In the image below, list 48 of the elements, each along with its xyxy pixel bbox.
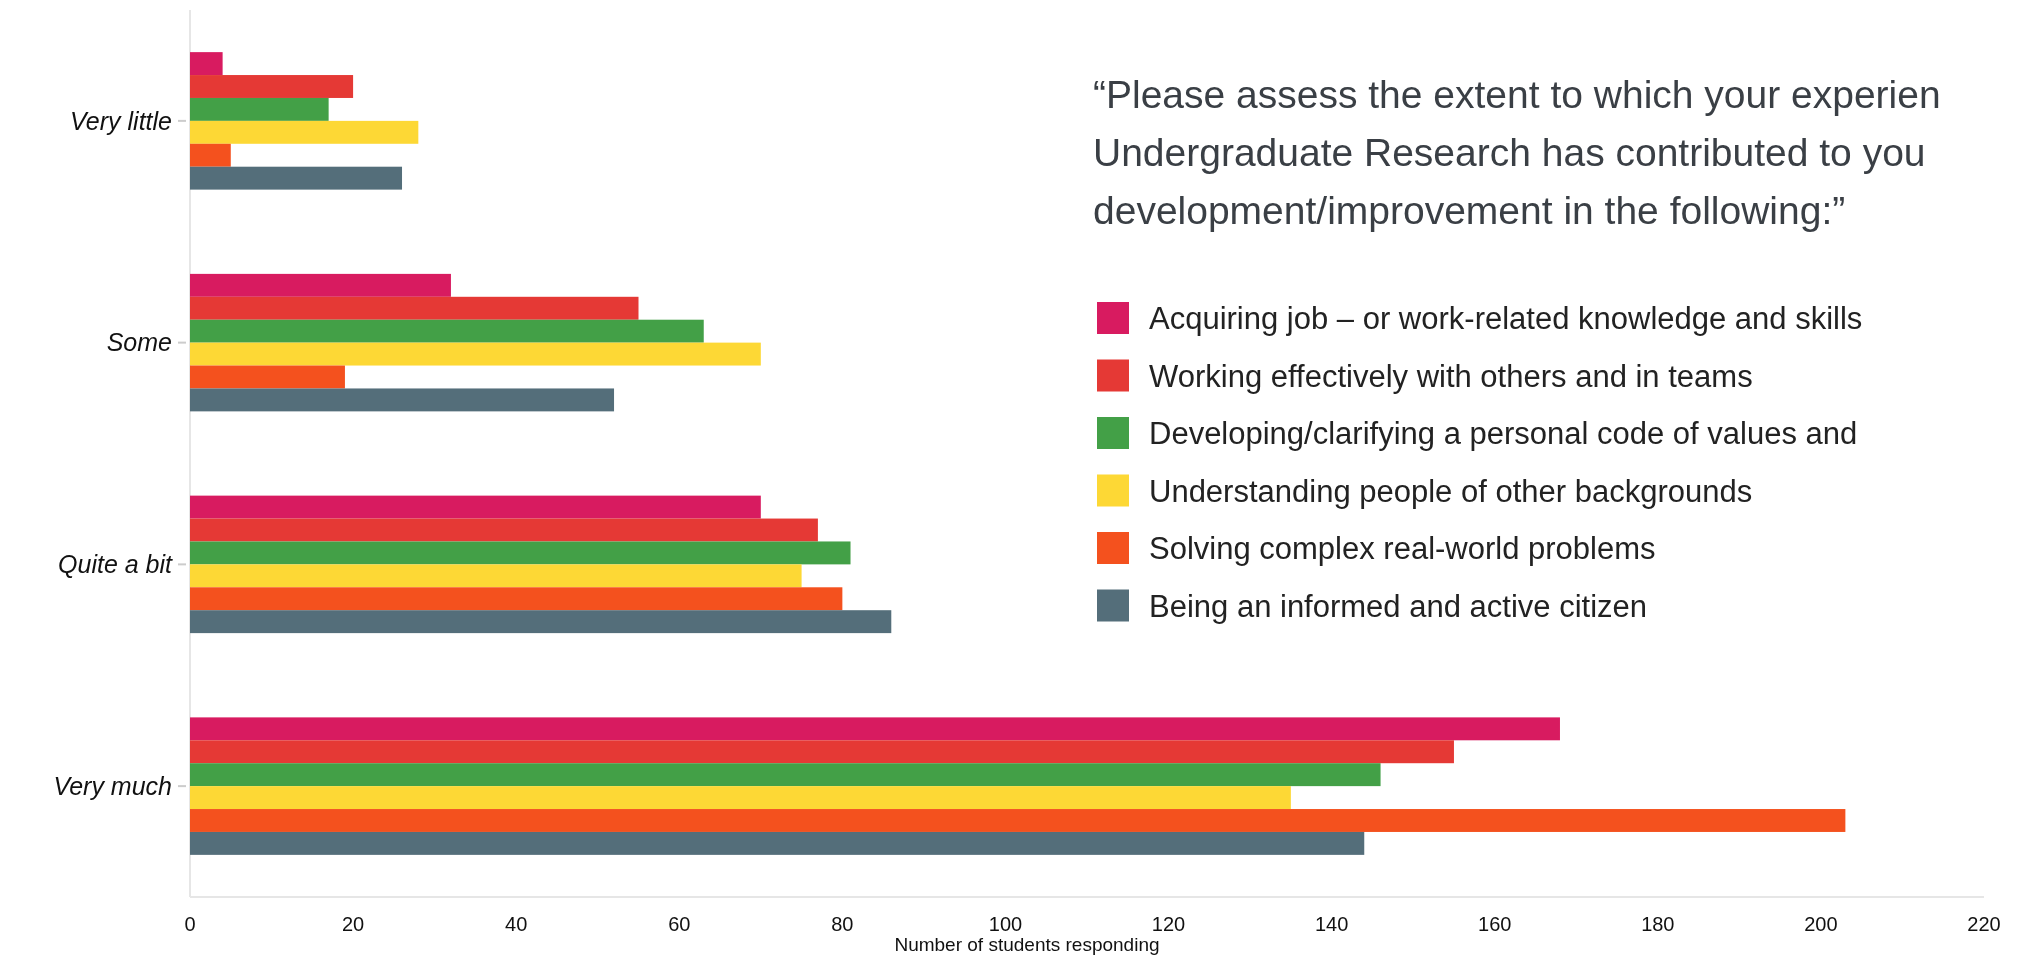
y-tick-label: Very much	[53, 771, 172, 800]
x-axis-title: Number of students responding	[894, 934, 1160, 955]
bar	[190, 97, 329, 121]
bar	[190, 786, 1291, 810]
bar	[190, 831, 1365, 855]
bar	[190, 541, 851, 565]
bar	[190, 564, 802, 588]
bar	[190, 143, 231, 167]
x-tick-label: 60	[668, 913, 691, 935]
legend-label: Working effectively with others and in teams	[1149, 358, 1753, 394]
bar	[190, 587, 843, 611]
x-tick-label: 20	[341, 913, 365, 935]
bar	[190, 52, 223, 76]
bar	[190, 717, 1560, 741]
x-tick-label: 180	[1641, 913, 1675, 935]
bar	[190, 342, 761, 366]
y-tick-label: Very little	[70, 106, 172, 135]
legend-label: Developing/clarifying a personal code of values and	[1149, 416, 1858, 452]
bar	[190, 518, 818, 542]
x-tick-label: 40	[505, 913, 528, 935]
x-tick-label: 220	[1967, 913, 2001, 935]
legend-label: Understanding people of other backgrounds	[1149, 473, 1753, 509]
x-tick-label: 80	[831, 913, 854, 935]
bar	[190, 75, 354, 98]
bar	[190, 388, 615, 412]
x-tick-label: 100	[988, 913, 1023, 935]
legend-label: Being an informed and active citizen	[1149, 588, 1648, 624]
bar	[190, 809, 1846, 832]
bar	[190, 495, 761, 519]
bar	[190, 763, 1381, 787]
x-tick-label: 0	[184, 913, 196, 935]
bar	[190, 319, 704, 343]
x-tick-label: 120	[1151, 913, 1186, 935]
legend-label: Solving complex real-world problems	[1149, 531, 1656, 567]
bar	[190, 296, 639, 320]
y-tick-label: Some	[106, 328, 172, 357]
y-tick-label: Quite a bit	[58, 550, 174, 579]
bar	[190, 166, 403, 190]
legend-label: Acquiring job – or work-related knowledge and skills	[1149, 301, 1863, 337]
x-tick-label: 200	[1804, 913, 1838, 935]
bar	[190, 740, 1454, 764]
bar	[190, 365, 345, 389]
x-tick-label: 140	[1314, 913, 1349, 935]
bar	[190, 120, 419, 144]
text: “Please assess the extent to which your experien Undergraduate Research has contributed to you development/improvement in the following:”	[1093, 73, 1941, 232]
bar	[190, 610, 892, 634]
x-tick-label: 160	[1478, 913, 1512, 935]
bar	[190, 273, 451, 297]
